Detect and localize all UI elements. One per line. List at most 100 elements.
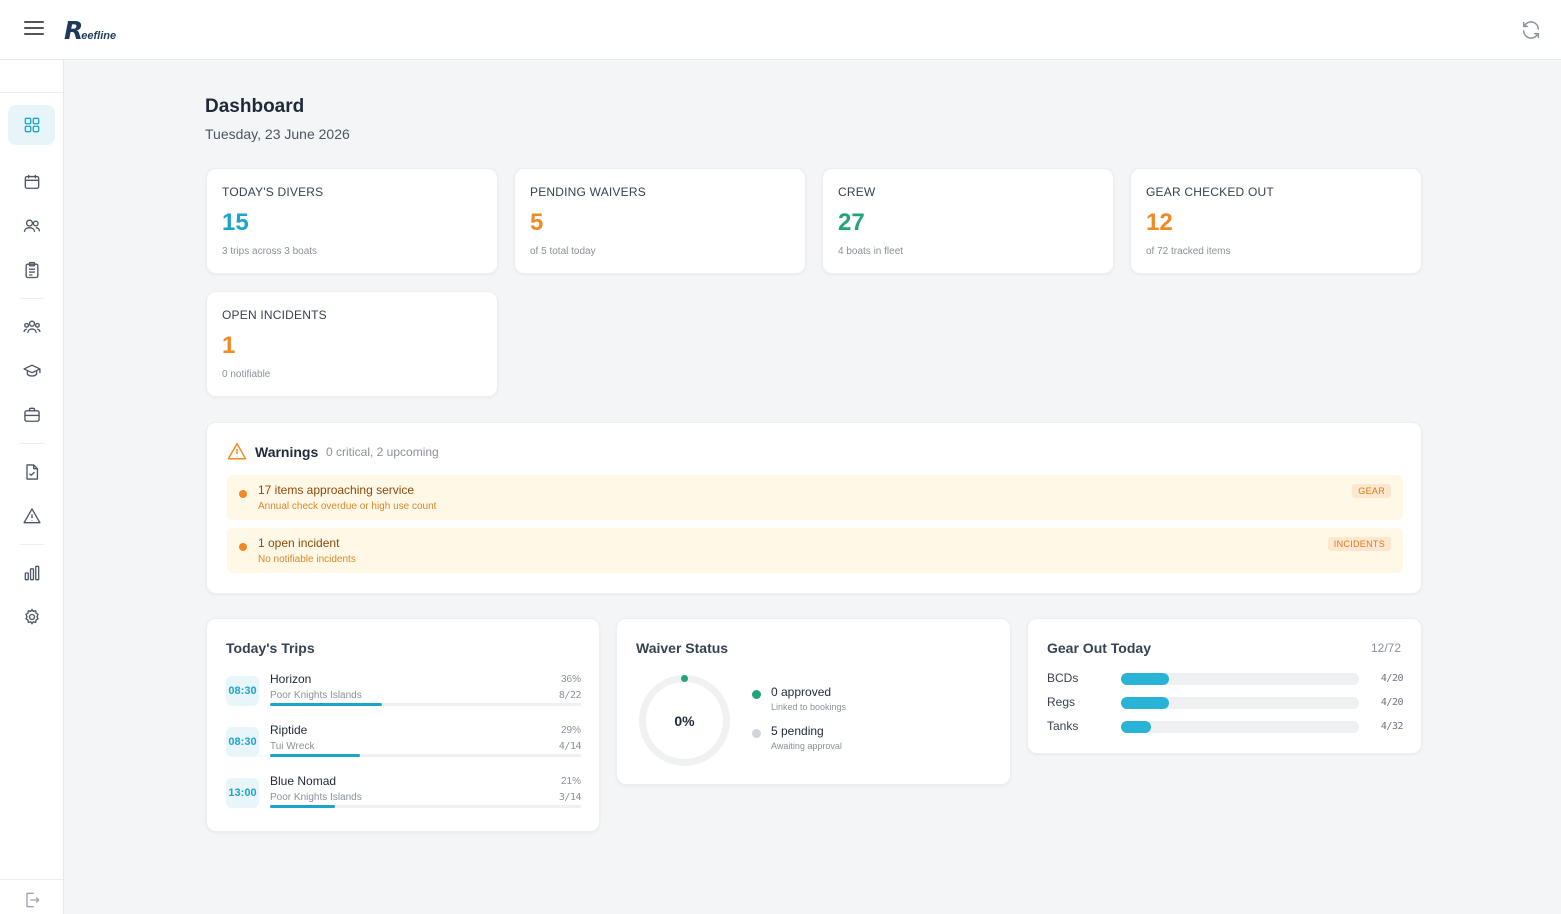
- stat-label: PENDING WAIVERS: [530, 185, 646, 199]
- waiver-donut-chart: [639, 675, 730, 766]
- trip-time: 08:30: [226, 676, 259, 706]
- sidebar-item-courses[interactable]: [8, 351, 55, 391]
- calendar-icon: [24, 174, 39, 189]
- logo-mark: R: [64, 16, 84, 45]
- gear-name: Tanks: [1047, 719, 1079, 733]
- briefcase-icon: [23, 407, 40, 422]
- sidebar-item-incidents[interactable]: [8, 496, 55, 536]
- trip-progress-bar: [270, 754, 581, 757]
- legend-label: 5 pending: [771, 724, 824, 738]
- stat-card-gear-checked-out[interactable]: GEAR CHECKED OUT 12 of 72 tracked items: [1130, 168, 1422, 274]
- sidebar-item-calendar[interactable]: [8, 162, 55, 202]
- waiver-status-panel: Waiver Status 0% 0 approved Linked to bo…: [616, 618, 1011, 785]
- stat-label: CREW: [838, 185, 876, 199]
- sidebar-item-waivers[interactable]: [8, 452, 55, 492]
- trip-progress-bar: [270, 703, 581, 706]
- waiver-percent: 0%: [674, 712, 695, 729]
- legend-dot: [752, 690, 761, 699]
- warning-item[interactable]: 1 open incident No notifiable incidents …: [227, 528, 1403, 573]
- sidebar-item-bookings[interactable]: [8, 250, 55, 290]
- trip-progress-bar: [270, 805, 581, 808]
- warnings-panel: Warnings 0 critical, 2 upcoming 17 items…: [206, 422, 1422, 594]
- stat-card-todays-divers[interactable]: TODAY'S DIVERS 15 3 trips across 3 boats: [206, 168, 498, 274]
- sidebar-item-crew[interactable]: [8, 307, 55, 347]
- sidebar-item-settings[interactable]: [8, 597, 55, 637]
- warning-detail: Annual check overdue or high use count: [258, 501, 437, 512]
- warning-item[interactable]: 17 items approaching service Annual chec…: [227, 475, 1403, 520]
- trip-percent: 21%: [560, 776, 581, 787]
- warning-tag: INCIDENTS: [1327, 537, 1391, 551]
- trip-location: Poor Knights Islands: [270, 690, 362, 701]
- gear-bar-fill: [1121, 697, 1169, 709]
- stat-value: 15: [222, 209, 249, 236]
- file-check-icon: [25, 464, 38, 480]
- legend-item-pending: 5 pending Awaiting approval: [752, 724, 952, 756]
- sidebar-divider: [20, 544, 44, 545]
- gear-bar-fill: [1121, 721, 1151, 733]
- alert-triangle-icon: [22, 508, 41, 524]
- trip-row[interactable]: 08:30 Riptide Tui Wreck 29% 4/14: [226, 723, 582, 763]
- gear-icon: [24, 608, 39, 625]
- gear-value: 4/20: [1380, 697, 1404, 708]
- trip-name: Blue Nomad: [270, 774, 337, 788]
- sidebar-item-logout[interactable]: [8, 880, 55, 914]
- gear-value: 4/20: [1380, 673, 1404, 684]
- menu-icon[interactable]: [24, 21, 44, 37]
- logo-text: eefline: [81, 30, 117, 42]
- trip-count: 4/14: [558, 741, 582, 752]
- logo[interactable]: R eefline: [64, 16, 116, 44]
- warning-message: 17 items approaching service: [258, 483, 415, 497]
- gear-name: BCDs: [1047, 671, 1079, 685]
- stat-value: 12: [1146, 209, 1173, 236]
- page-date: Tuesday, 23 June 2026: [205, 126, 350, 142]
- trip-row[interactable]: 08:30 Horizon Poor Knights Islands 36% 8…: [226, 672, 582, 712]
- gear-row-regs: Regs 4/20: [1047, 695, 1404, 711]
- refresh-icon[interactable]: [1520, 19, 1542, 41]
- gear-value: 4/32: [1380, 721, 1404, 732]
- sidebar-divider: [0, 92, 63, 93]
- stat-label: GEAR CHECKED OUT: [1146, 185, 1274, 199]
- sidebar-item-gear[interactable]: [8, 395, 55, 435]
- stat-sub: 3 trips across 3 boats: [222, 246, 318, 257]
- trip-progress-fill: [270, 805, 336, 808]
- trip-percent: 36%: [560, 674, 581, 685]
- stat-label: OPEN INCIDENTS: [222, 308, 327, 322]
- sidebar: [0, 60, 64, 914]
- group-icon: [22, 320, 41, 333]
- stat-value: 1: [222, 332, 236, 359]
- warning-dot: [239, 490, 247, 498]
- warning-tag: GEAR: [1352, 484, 1391, 498]
- dashboard-icon: [24, 117, 39, 133]
- stat-sub: 4 boats in fleet: [838, 246, 904, 257]
- trip-progress-fill: [270, 703, 382, 706]
- logout-icon: [25, 892, 39, 908]
- warnings-title: Warnings: [255, 444, 319, 460]
- graduation-cap-icon: [22, 364, 41, 377]
- sidebar-divider: [0, 879, 63, 880]
- gear-bar-fill: [1121, 673, 1169, 685]
- warning-detail: No notifiable incidents: [258, 554, 356, 565]
- sidebar-item-users[interactable]: [8, 206, 55, 246]
- bar-chart-icon: [24, 565, 39, 581]
- sidebar-divider: [20, 443, 44, 444]
- clipboard-icon: [25, 261, 38, 279]
- gear-name: Regs: [1047, 695, 1076, 709]
- gear-row-bcds: BCDs 4/20: [1047, 671, 1404, 687]
- sidebar-item-reports[interactable]: [8, 553, 55, 593]
- legend-label: 0 approved: [771, 685, 832, 699]
- gear-bar: [1121, 721, 1359, 733]
- gear-bar: [1121, 697, 1359, 709]
- stat-card-open-incidents[interactable]: OPEN INCIDENTS 1 0 notifiable: [206, 291, 498, 397]
- stat-card-crew[interactable]: CREW 27 4 boats in fleet: [822, 168, 1114, 274]
- stat-card-pending-waivers[interactable]: PENDING WAIVERS 5 of 5 total today: [514, 168, 806, 274]
- trip-time: 13:00: [226, 778, 259, 808]
- page-title: Dashboard: [205, 96, 305, 117]
- trip-row[interactable]: 13:00 Blue Nomad Poor Knights Islands 21…: [226, 774, 582, 814]
- stat-label: TODAY'S DIVERS: [222, 185, 324, 199]
- trip-name: Horizon: [270, 672, 312, 686]
- waiver-donut-marker: [681, 675, 688, 682]
- warnings-summary: 0 critical, 2 upcoming: [326, 445, 439, 459]
- sidebar-item-dashboard[interactable]: [8, 105, 55, 145]
- gear-row-tanks: Tanks 4/32: [1047, 719, 1404, 735]
- stat-value: 5: [530, 209, 544, 236]
